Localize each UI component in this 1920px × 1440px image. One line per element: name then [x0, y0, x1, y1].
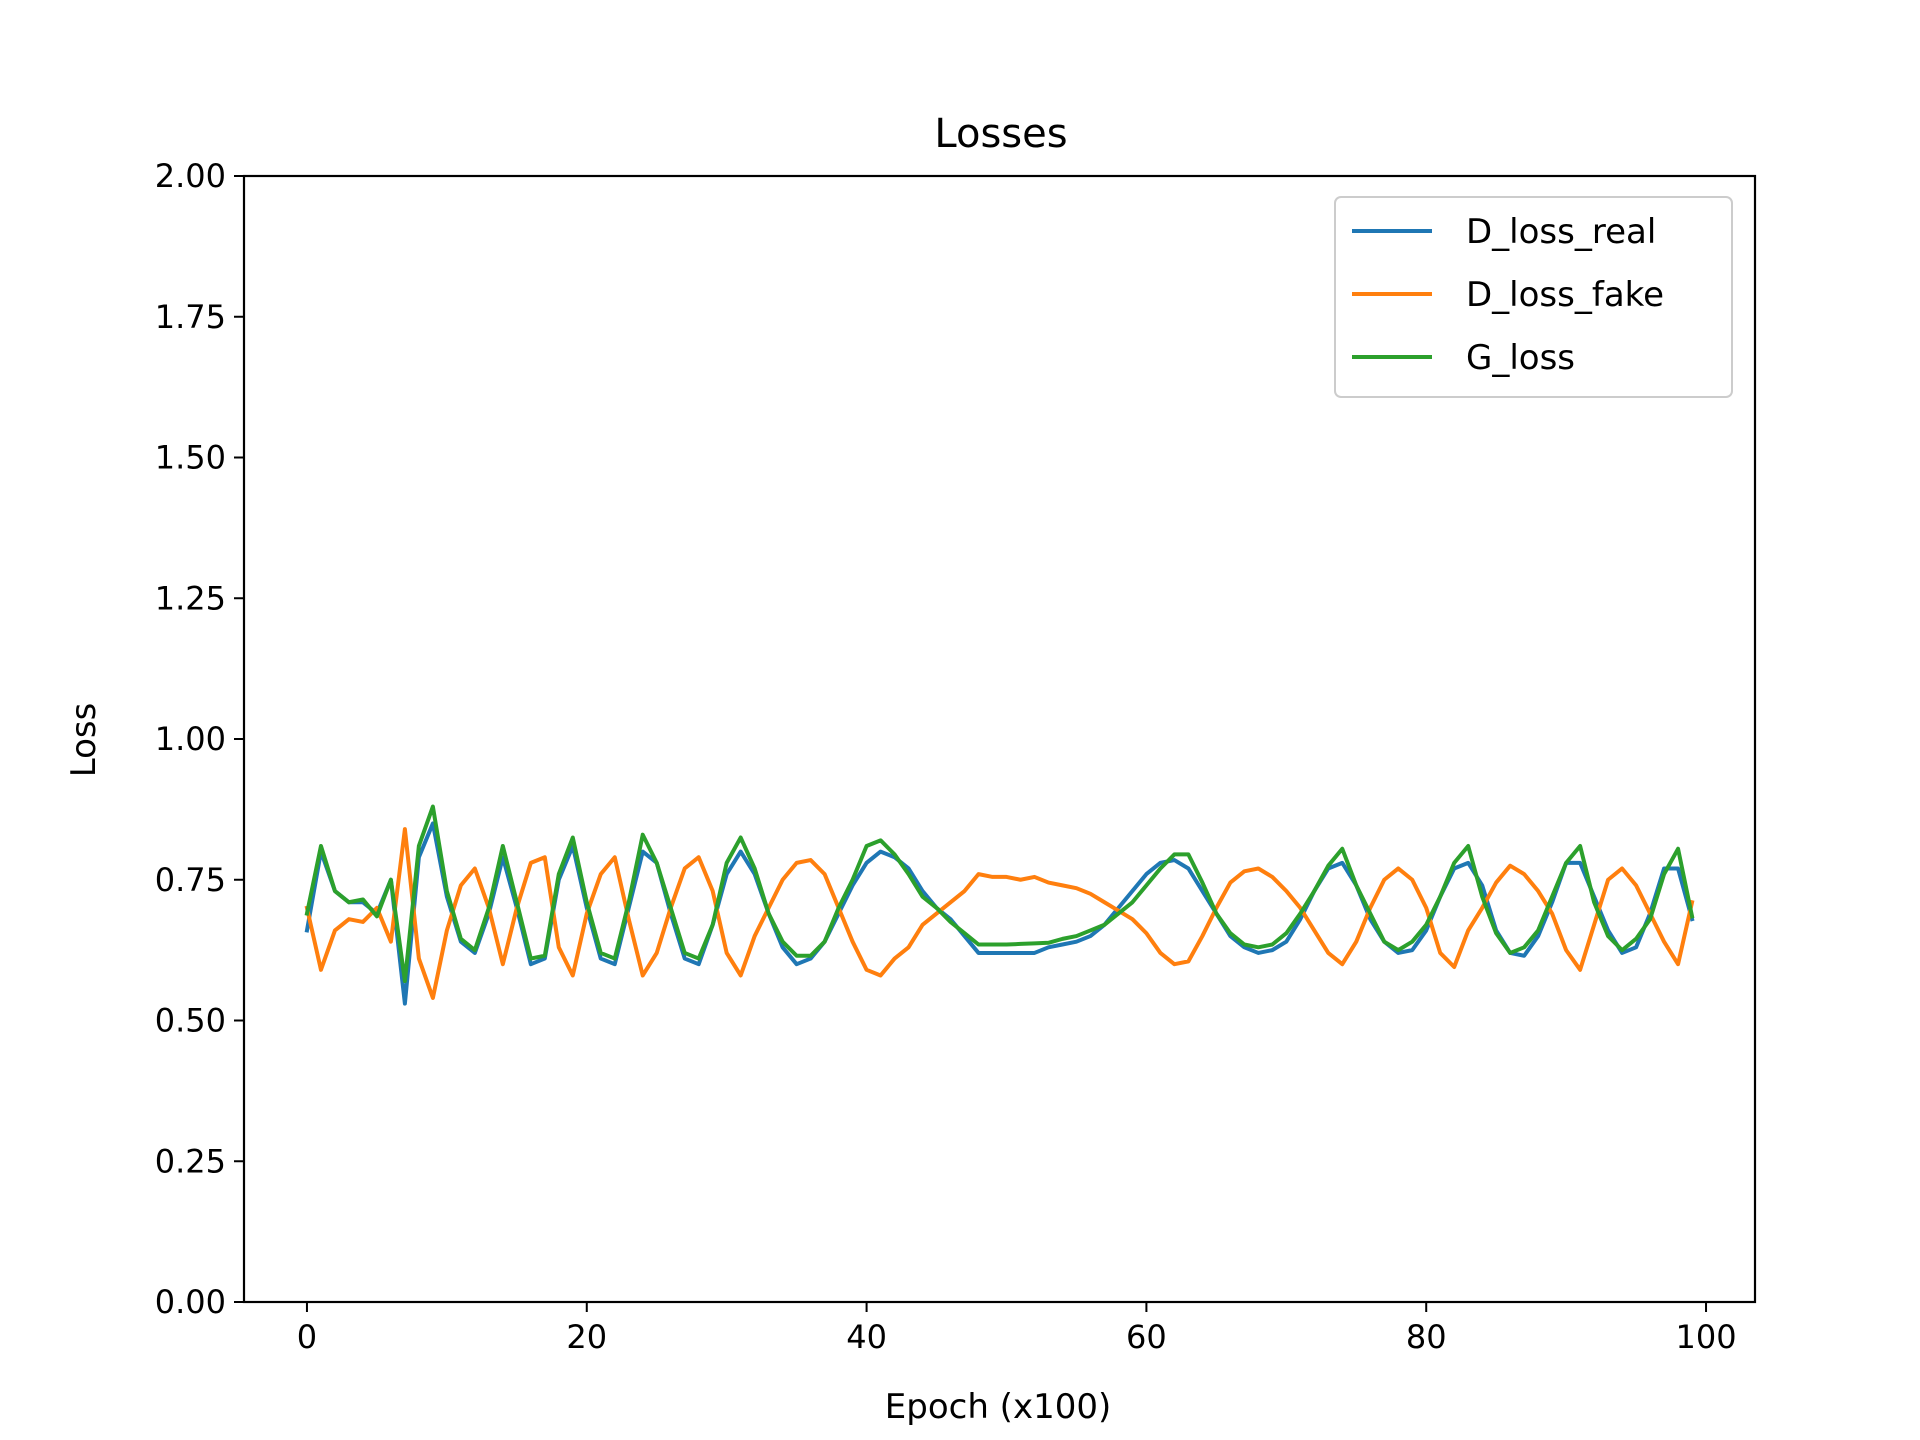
series-line-d-loss-real [304, 821, 1695, 1006]
x-tick-label: 20 [566, 1318, 607, 1356]
x-tick-label: 100 [1675, 1318, 1736, 1356]
y-tick-label: 0.25 [155, 1142, 226, 1180]
chart-title: Losses [934, 111, 1067, 157]
x-axis-title: Epoch (x100) [885, 1387, 1111, 1427]
series-layer [304, 804, 1695, 1006]
legend: D_loss_real D_loss_fake G_loss [1334, 196, 1733, 398]
y-tick-label: 1.50 [155, 439, 226, 477]
y-tick-label: 2.00 [155, 157, 226, 195]
legend-label-g-loss: G_loss [1466, 338, 1575, 378]
y-tick-label: 0.00 [155, 1283, 226, 1321]
x-tick-label: 40 [846, 1318, 887, 1356]
x-tick-label: 60 [1126, 1318, 1167, 1356]
y-tick-label: 0.75 [155, 861, 226, 899]
legend-label-d-loss-fake: D_loss_fake [1466, 275, 1664, 315]
x-tick-label: 80 [1406, 1318, 1447, 1356]
y-axis-title: Loss [64, 703, 104, 778]
legend-box [1334, 196, 1733, 398]
x-axis: 0 20 40 60 80 100 [297, 1302, 1737, 1356]
legend-label-d-loss-real: D_loss_real [1466, 212, 1656, 252]
y-tick-label: 1.75 [155, 298, 226, 336]
series-line-d-loss-fake [304, 827, 1695, 1000]
y-axis: 0.00 0.25 0.50 0.75 1.00 1.25 1.50 1.75 2.00 [155, 157, 244, 1321]
y-tick-label: 1.25 [155, 579, 226, 617]
y-tick-label: 0.50 [155, 1002, 226, 1040]
x-tick-label: 0 [297, 1318, 317, 1356]
y-tick-label: 1.00 [155, 720, 226, 758]
series-line-g-loss [304, 804, 1695, 984]
